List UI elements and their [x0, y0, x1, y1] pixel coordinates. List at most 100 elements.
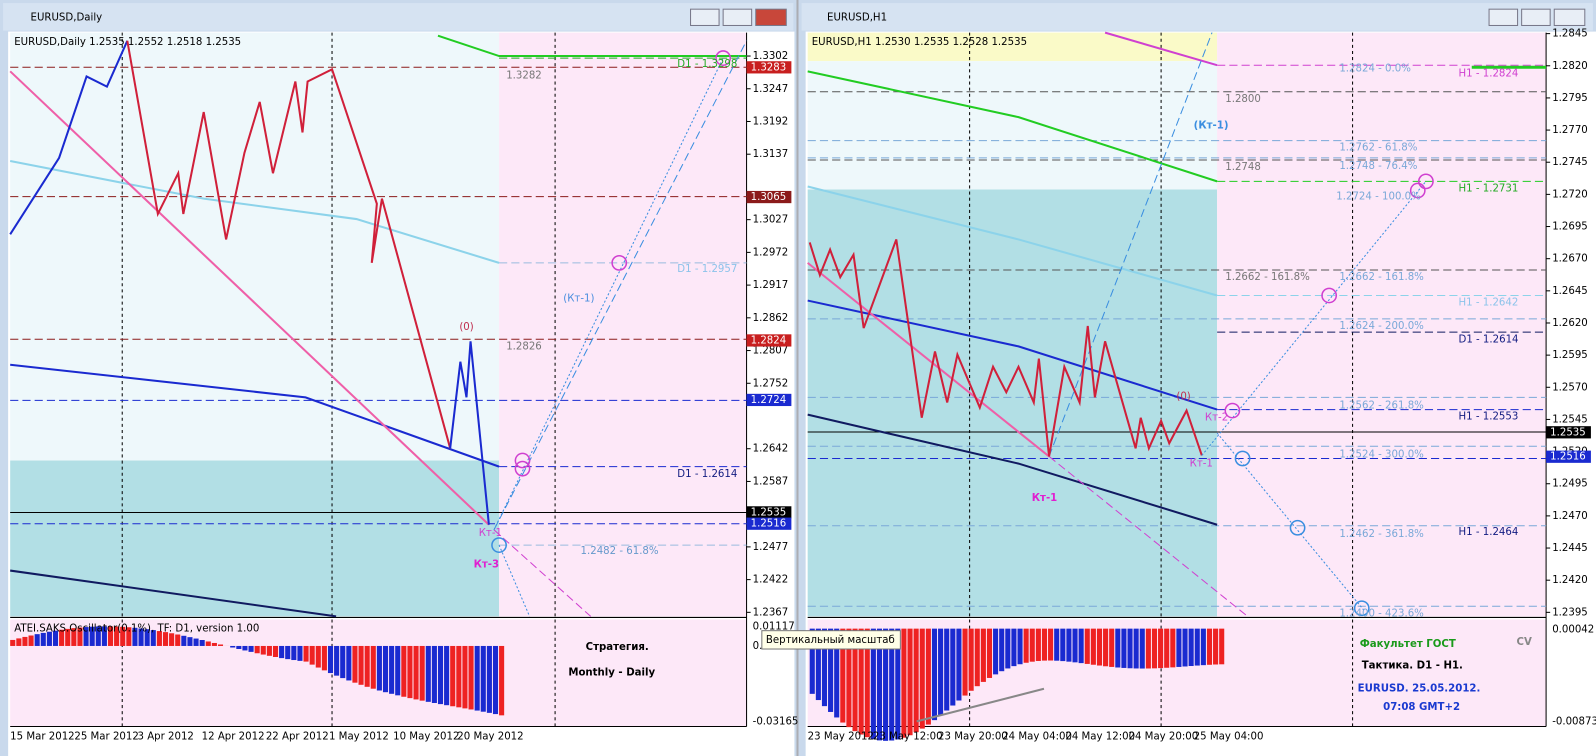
annotation: 1.2800	[1225, 94, 1261, 105]
title-bar	[3, 3, 794, 31]
date-label: 25 May 04:00	[1194, 732, 1264, 743]
osc-bar	[114, 626, 120, 646]
osc-bar	[846, 628, 852, 728]
osc-bar	[864, 628, 870, 738]
osc-scale-label: -0.03165	[753, 716, 799, 727]
annotation: Кт-1	[1190, 459, 1213, 470]
annotation: Тактика. D1 - H1.	[1362, 660, 1463, 671]
annotation: D1 - 1.2614	[1459, 334, 1519, 345]
price-label: 1.2745	[1552, 157, 1588, 168]
price-label: 1.2862	[753, 313, 789, 324]
osc-bar	[1029, 628, 1035, 662]
price-label: 1.3027	[753, 215, 789, 226]
annotation: H1 - 1.2553	[1459, 412, 1519, 423]
osc-bar	[980, 628, 986, 682]
osc-bar	[101, 626, 107, 646]
osc-scale-label: 0.00042	[1552, 625, 1594, 636]
osc-bar	[315, 645, 321, 668]
osc-bar	[1219, 628, 1225, 665]
osc-bar	[968, 628, 974, 691]
osc-bar	[870, 628, 876, 740]
osc-bar	[40, 632, 46, 646]
date-label: 1 May 2012	[329, 732, 389, 743]
osc-bar	[1182, 628, 1188, 667]
osc-bar	[1096, 628, 1103, 666]
price-label: 1.2595	[1552, 350, 1588, 361]
osc-bar	[59, 629, 65, 646]
osc-bar	[285, 645, 291, 660]
price-label: 1.2445	[1552, 543, 1588, 554]
osc-bar	[913, 628, 919, 733]
annotation: Кт-3	[474, 559, 500, 570]
price-label: 1.2395	[1552, 607, 1588, 618]
osc-bar	[1084, 628, 1090, 664]
date-label: 23 May 12:00	[873, 732, 943, 743]
osc-bar	[181, 635, 187, 646]
annotation: (0)	[1176, 391, 1190, 402]
osc-bar	[821, 628, 828, 707]
osc-bar	[974, 628, 980, 687]
osc-bar	[1194, 628, 1200, 666]
osc-bar	[1078, 628, 1084, 664]
zone	[807, 189, 1218, 617]
osc-bar	[77, 627, 83, 646]
annotation: 1.2482 - 61.8%	[581, 546, 659, 557]
osc-bar	[162, 632, 169, 646]
osc-bar	[401, 645, 407, 697]
osc-bar	[193, 638, 199, 646]
window-buttons	[690, 8, 787, 26]
annotation: (0)	[459, 322, 473, 333]
osc-bar	[999, 628, 1005, 672]
drawings	[807, 31, 1547, 617]
date-label: 3 Apr 2012	[137, 732, 193, 743]
osc-bar	[858, 628, 864, 735]
price-marker-label: 1.2516	[1550, 452, 1586, 463]
price-label: 1.2495	[1552, 479, 1588, 490]
price-label: 1.2845	[1552, 29, 1588, 40]
osc-bar	[834, 628, 840, 718]
date-label: 15 Mar 2012	[10, 732, 74, 743]
price-marker	[1546, 450, 1591, 463]
price-label: 1.3247	[753, 84, 789, 95]
annotation: Кт-1	[1032, 493, 1058, 504]
annotation: 1.2748 - 76.4%	[1339, 161, 1417, 172]
osc-bar	[1133, 628, 1139, 669]
osc-bar	[1005, 628, 1011, 669]
annotation: 1.2826	[506, 341, 542, 352]
annotation: 1.2662 - 161.8%	[1225, 272, 1310, 283]
osc-bar	[474, 645, 480, 711]
osc-bar	[107, 626, 114, 646]
osc-bar	[413, 645, 419, 700]
tooltip-box	[761, 630, 901, 650]
window-title: EURUSD,H1	[827, 12, 887, 23]
osc-bar	[150, 630, 156, 646]
osc-bar	[230, 645, 236, 648]
price-label: 1.2917	[753, 280, 789, 291]
osc-bar	[248, 645, 254, 652]
osc-bar	[120, 626, 126, 646]
osc-bar	[1048, 628, 1054, 661]
osc-bar	[376, 645, 382, 691]
osc-bar	[126, 627, 132, 646]
osc-bar	[217, 644, 224, 646]
osc-bar	[389, 645, 395, 694]
annotation: (Кт-1)	[1194, 120, 1229, 131]
date-label: 23 May 2012	[808, 732, 874, 743]
osc-bar	[370, 645, 376, 689]
price-label: 1.2645	[1552, 286, 1588, 297]
annotation: EURUSD. 25.05.2012.	[1358, 684, 1481, 695]
osc-bar	[187, 637, 193, 646]
osc-bar	[1109, 628, 1115, 667]
osc-bar	[1066, 628, 1072, 662]
osc-bar	[138, 628, 144, 646]
osc-bar	[1139, 628, 1145, 669]
annotation: Кт-2	[1205, 413, 1228, 424]
price-marker	[746, 190, 792, 204]
osc-bar	[1121, 628, 1127, 668]
osc-bar	[395, 645, 401, 696]
osc-bar	[876, 628, 883, 741]
osc-bar	[889, 628, 895, 741]
osc-bar	[1200, 628, 1206, 666]
osc-bar	[89, 626, 95, 646]
